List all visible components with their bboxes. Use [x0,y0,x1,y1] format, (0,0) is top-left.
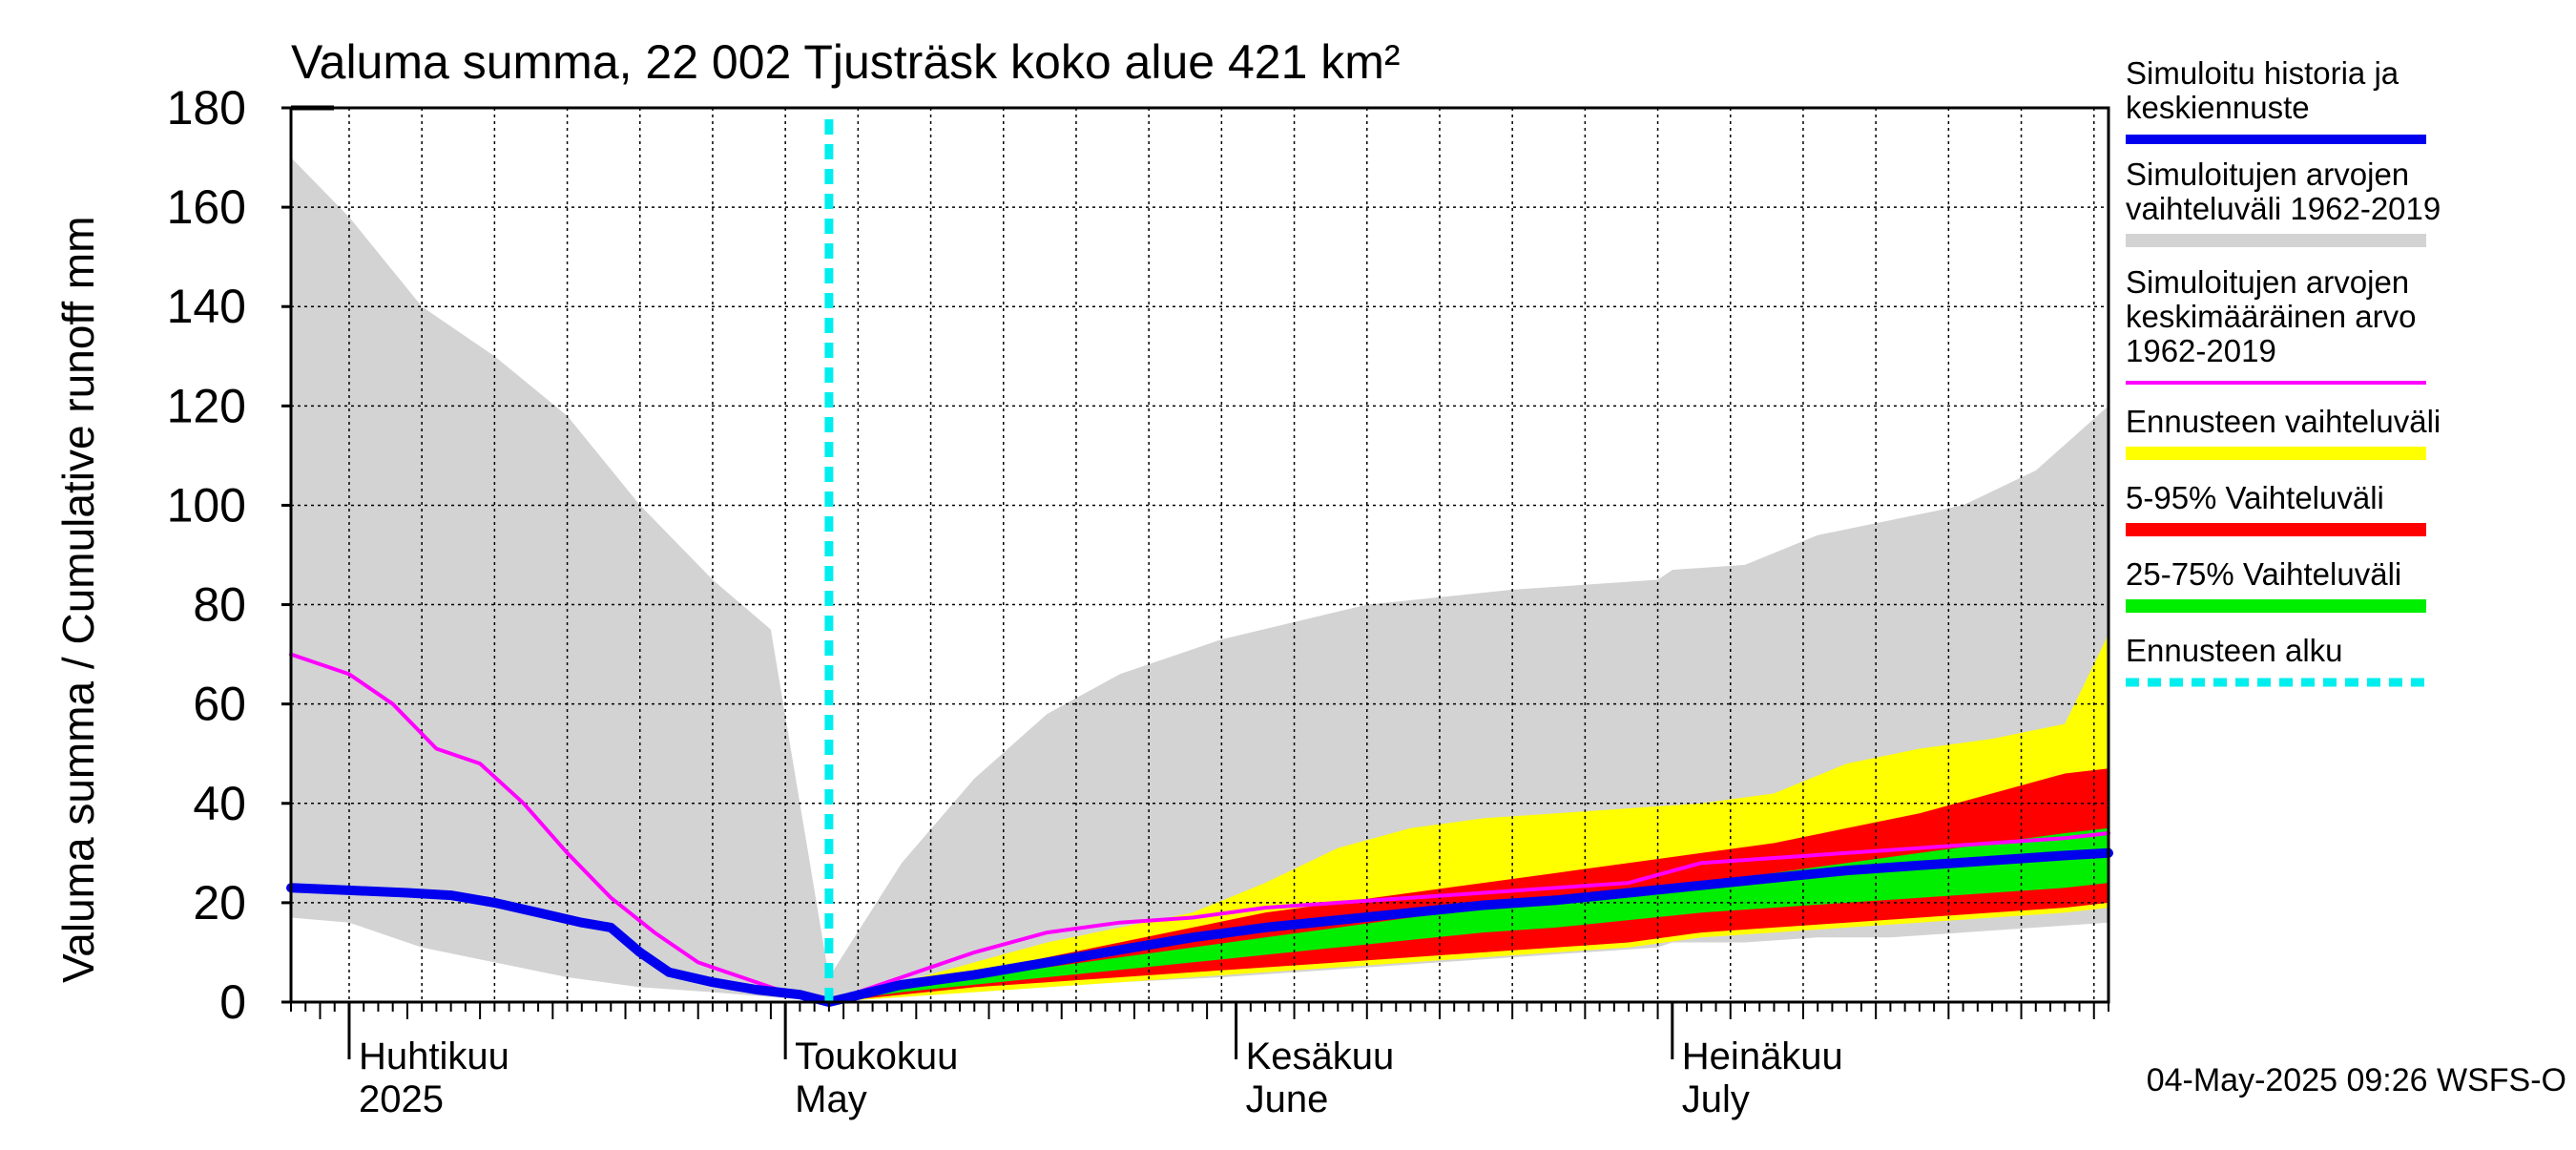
month-label: Kesäkuu [1246,1035,1395,1077]
y-tick-label: 140 [167,280,246,333]
legend: Simuloitu historia jakeskiennusteSimuloi… [2126,55,2441,687]
legend-item-forecast-start: Ennusteen alku [2126,633,2426,687]
y-tick-label: 0 [219,975,246,1029]
plot-frame [289,106,2110,1004]
y-tick-label: 180 [167,81,246,135]
footer-timestamp: 04-May-2025 09:26 WSFS-O [2147,1062,2566,1098]
legend-swatch [2126,599,2426,613]
legend-swatch [2126,447,2426,460]
month-sublabel: July [1682,1078,1750,1120]
legend-label: vaihteluväli 1962-2019 [2126,191,2441,226]
legend-label: keskiennuste [2126,90,2310,125]
legend-label: 1962-2019 [2126,333,2276,368]
legend-label: Simuloitujen arvojen [2126,157,2409,192]
legend-swatch [2126,523,2426,536]
legend-label: Simuloitu historia ja [2126,55,2399,91]
legend-swatch [2126,234,2426,247]
legend-label: 25-75% Vaihteluväli [2126,556,2401,592]
y-tick-label: 160 [167,180,246,234]
legend-label: Simuloitujen arvojen [2126,264,2409,300]
historical-mean-line [289,652,2110,1004]
y-tick-label: 100 [167,478,246,532]
legend-item-p5-95: 5-95% Vaihteluväli [2126,480,2426,536]
y-tick-label: 120 [167,379,246,432]
legend-label: keskimääräinen arvo [2126,299,2416,334]
legend-label: 5-95% Vaihteluväli [2126,480,2384,515]
legend-label: Ennusteen vaihteluväli [2126,404,2441,439]
month-label: Heinäkuu [1682,1035,1843,1077]
y-tick-label: 60 [193,678,246,731]
legend-item-p25-75: 25-75% Vaihteluväli [2126,556,2426,613]
historical-range-band [291,157,2109,1003]
month-sublabel: 2025 [359,1078,444,1120]
legend-label: Ennusteen alku [2126,633,2343,668]
month-sublabel: May [795,1078,867,1120]
chart-title: Valuma summa, 22 002 Tjusträsk koko alue… [291,35,1401,89]
grid-layer [291,108,2109,1002]
y-axis-label: Valuma summa / Cumulative runoff mm [53,216,103,983]
line-layer [286,119,2113,1007]
legend-item-forecast-range: Ennusteen vaihteluväli [2126,404,2441,460]
month-label: Huhtikuu [359,1035,509,1077]
month-label: Toukokuu [795,1035,958,1077]
month-sublabel: June [1246,1078,1329,1120]
simulated-history-line [286,847,2113,1007]
y-tick-label: 40 [193,777,246,830]
y-tick-label: 80 [193,578,246,632]
y-tick-label: 20 [193,876,246,930]
